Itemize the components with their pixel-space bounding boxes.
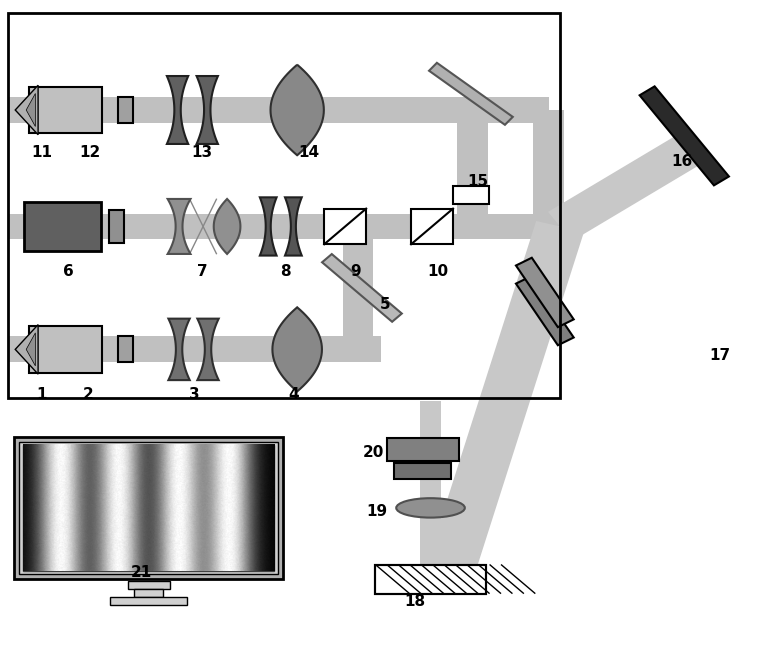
Bar — [24, 202, 101, 250]
Polygon shape — [197, 76, 218, 144]
Text: 8: 8 — [280, 264, 291, 280]
Polygon shape — [168, 199, 190, 254]
Polygon shape — [472, 97, 549, 123]
Polygon shape — [15, 325, 38, 374]
Polygon shape — [260, 197, 277, 256]
Text: 10: 10 — [427, 264, 449, 280]
Text: 2: 2 — [82, 387, 93, 402]
Polygon shape — [343, 226, 373, 349]
Bar — [375, 564, 486, 594]
Text: 12: 12 — [79, 144, 101, 160]
Bar — [134, 589, 163, 597]
Bar — [8, 13, 560, 398]
Bar — [23, 445, 274, 571]
Polygon shape — [426, 221, 584, 578]
Polygon shape — [429, 63, 513, 125]
Bar — [375, 564, 486, 594]
Text: 20: 20 — [363, 445, 384, 461]
Bar — [325, 208, 366, 244]
Text: 19: 19 — [367, 503, 388, 519]
Polygon shape — [516, 258, 574, 327]
Text: 15: 15 — [467, 173, 488, 189]
Ellipse shape — [396, 498, 465, 518]
Text: 3: 3 — [189, 387, 200, 402]
Bar — [453, 186, 489, 204]
Text: 9: 9 — [351, 264, 361, 280]
Text: 6: 6 — [63, 264, 74, 280]
Polygon shape — [516, 276, 574, 345]
Polygon shape — [8, 336, 381, 362]
Text: 21: 21 — [130, 565, 152, 580]
Text: 17: 17 — [709, 348, 731, 364]
Bar — [387, 439, 459, 461]
Bar — [110, 597, 187, 604]
Polygon shape — [285, 197, 302, 256]
Text: 4: 4 — [288, 387, 299, 402]
Polygon shape — [548, 127, 713, 241]
Polygon shape — [8, 97, 472, 123]
Polygon shape — [168, 318, 190, 380]
Bar — [411, 208, 453, 244]
Polygon shape — [420, 401, 441, 573]
Text: 7: 7 — [197, 264, 207, 280]
Bar — [118, 97, 133, 123]
Polygon shape — [197, 318, 219, 380]
Bar — [19, 441, 278, 575]
Bar — [29, 326, 102, 373]
Polygon shape — [271, 65, 324, 155]
Polygon shape — [213, 199, 241, 254]
Polygon shape — [457, 110, 488, 226]
Polygon shape — [8, 214, 549, 239]
Text: 5: 5 — [379, 296, 390, 312]
Polygon shape — [533, 110, 564, 226]
Text: 13: 13 — [191, 144, 213, 160]
Polygon shape — [26, 94, 35, 127]
Bar — [29, 87, 102, 133]
Polygon shape — [322, 254, 402, 322]
Text: 16: 16 — [671, 154, 693, 170]
Polygon shape — [26, 333, 35, 366]
Polygon shape — [273, 307, 322, 391]
Bar — [118, 336, 133, 362]
Bar — [128, 582, 170, 589]
Bar — [395, 463, 451, 479]
Text: 1: 1 — [37, 387, 47, 402]
Text: 14: 14 — [298, 144, 319, 160]
Text: 11: 11 — [31, 144, 53, 160]
Polygon shape — [15, 85, 38, 135]
Text: 18: 18 — [405, 594, 426, 609]
Bar — [14, 437, 283, 578]
Bar — [109, 210, 124, 243]
Polygon shape — [639, 86, 729, 186]
Polygon shape — [167, 76, 188, 144]
